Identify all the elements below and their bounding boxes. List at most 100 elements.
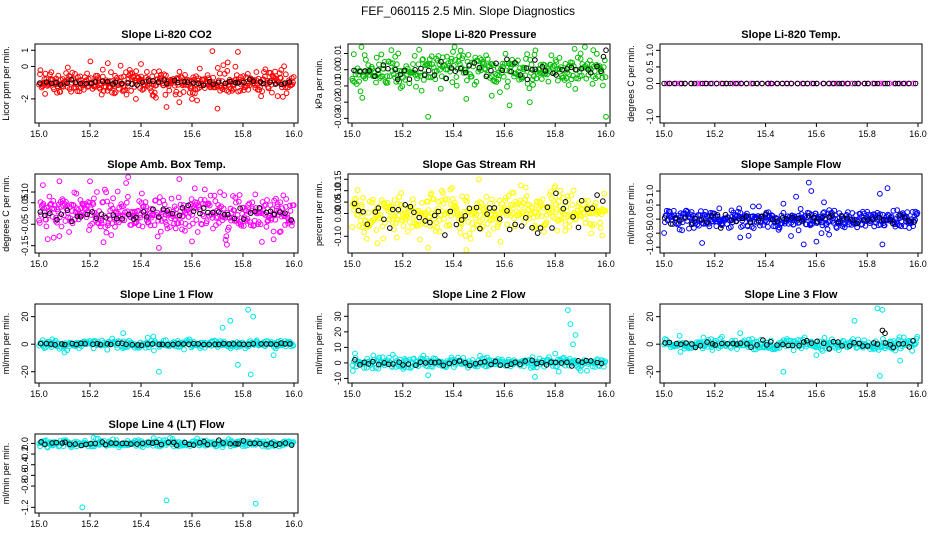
x-tick-label: 15.2: [81, 519, 99, 529]
data-point: [270, 236, 277, 243]
data-point: [800, 339, 807, 345]
data-point: [435, 199, 442, 205]
data-point: [398, 201, 405, 208]
data-point: [553, 72, 559, 78]
x-tick-label: 16.0: [909, 389, 927, 399]
plot-frame: [347, 303, 611, 384]
data-point: [371, 217, 377, 223]
data-point: [585, 197, 591, 204]
data-point: [117, 62, 124, 69]
data-point: [861, 80, 868, 87]
data-point: [182, 227, 188, 234]
y-tick-label: -0.5: [645, 225, 655, 241]
data-point: [118, 74, 124, 81]
y-axis-label: ml/min per min.: [1, 443, 11, 505]
data-point: [257, 440, 263, 447]
data-point: [844, 215, 851, 221]
data-point: [706, 223, 713, 230]
data-point: [147, 222, 154, 229]
data-point: [127, 70, 134, 77]
data-point: [175, 194, 182, 201]
data-point: [448, 55, 455, 62]
data-point: [755, 218, 762, 224]
data-point: [77, 214, 84, 220]
data-point: [897, 212, 903, 219]
y-tick-label: -0.10: [333, 226, 343, 247]
data-point: [774, 342, 780, 348]
data-point: [185, 202, 191, 209]
data-point: [537, 70, 543, 76]
panels-container: Slope Li-820 CO2 Licor ppm per min. 15.0 15…: [1, 29, 927, 529]
data-point: [849, 80, 856, 87]
data-point: [714, 213, 721, 220]
data-point: [805, 179, 812, 186]
data-point: [206, 202, 213, 209]
data-point: [224, 68, 231, 74]
data-point: [370, 358, 376, 365]
data-point: [375, 67, 381, 73]
data-point: [180, 341, 187, 347]
data-point: [241, 216, 247, 222]
data-point: [373, 54, 380, 61]
data-point: [282, 222, 288, 228]
data-point: [733, 80, 739, 87]
data-point: [176, 68, 183, 75]
data-point: [91, 195, 97, 202]
y-tick-label: 0.0: [645, 213, 655, 226]
data-point: [529, 67, 535, 73]
data-point: [172, 225, 179, 232]
data-point: [750, 203, 756, 210]
data-point: [216, 341, 222, 348]
data-point: [541, 228, 547, 235]
data-point: [49, 213, 56, 220]
data-point: [84, 70, 90, 77]
chart-panel-co2: Slope Li-820 CO2 Licor ppm per min. 15.0 15…: [1, 29, 303, 139]
data-point: [522, 196, 528, 203]
data-point: [90, 201, 97, 208]
x-tick-label: 15.8: [234, 519, 252, 529]
x-tick-label: 15.4: [445, 389, 463, 399]
data-point: [774, 218, 781, 224]
data-point: [73, 190, 80, 197]
data-point: [508, 68, 515, 75]
data-point: [72, 441, 78, 447]
data-point: [50, 234, 57, 241]
y-tick-label: -10: [333, 372, 343, 385]
data-point: [206, 78, 213, 85]
data-point: [412, 67, 418, 73]
data-point: [694, 221, 701, 228]
data-point: [804, 80, 811, 87]
x-tick-label: 15.4: [132, 259, 150, 269]
data-point: [560, 205, 567, 212]
data-point: [388, 47, 395, 54]
data-point: [894, 207, 900, 214]
data-point: [256, 205, 263, 211]
data-point: [890, 220, 896, 227]
data-point: [835, 339, 841, 345]
data-point: [851, 317, 858, 324]
data-point: [511, 215, 517, 222]
data-point: [571, 46, 578, 52]
data-point: [195, 341, 202, 347]
data-point: [854, 220, 860, 227]
plot-frame: [659, 173, 923, 254]
data-point: [466, 63, 472, 69]
data-point: [164, 208, 170, 214]
data-point: [112, 79, 119, 86]
data-point: [400, 362, 406, 368]
data-point: [877, 211, 883, 218]
data-point: [150, 333, 157, 340]
figure-title: FEF_060115 2.5 Min. Slope Diagnostics: [361, 4, 575, 18]
plot-frame: [347, 43, 611, 124]
data-point: [157, 228, 164, 235]
data-point: [914, 209, 921, 216]
data-point: [156, 341, 162, 348]
data-point: [846, 343, 853, 349]
data-point: [718, 225, 724, 231]
data-point: [765, 224, 771, 230]
data-point: [68, 88, 74, 95]
series-avg: [352, 357, 605, 369]
data-point: [220, 62, 227, 68]
data-point: [473, 78, 480, 85]
data-point: [896, 80, 903, 87]
